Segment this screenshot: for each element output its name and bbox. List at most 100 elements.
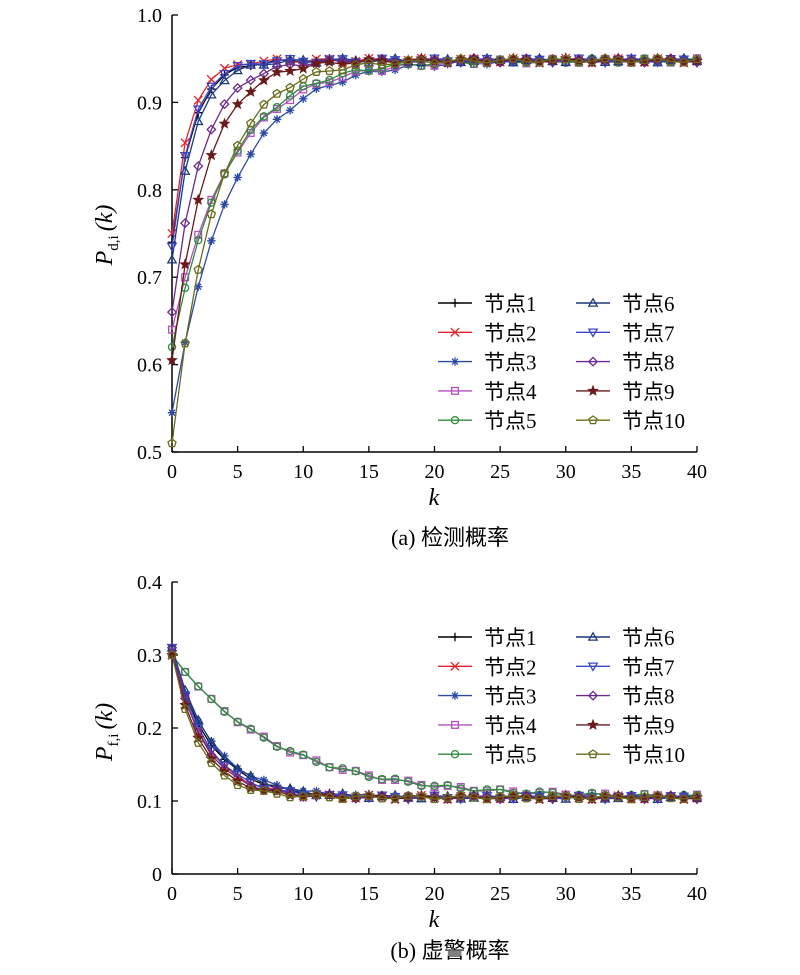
data-point — [285, 106, 295, 115]
legend-marker — [588, 749, 598, 759]
series-9 — [166, 52, 703, 366]
data-point — [219, 98, 230, 110]
data-point — [310, 57, 323, 69]
data-point — [547, 790, 558, 801]
y-tick-label: 0.2 — [137, 718, 162, 740]
legend-item-8: 节点8 — [576, 351, 675, 375]
legend-marker — [587, 297, 599, 307]
data-point — [233, 173, 242, 182]
data-point — [337, 791, 348, 803]
data-point — [665, 56, 676, 66]
data-point — [166, 242, 178, 253]
data-point — [508, 790, 519, 800]
legend-item-7: 节点7 — [576, 321, 675, 345]
data-point — [194, 235, 203, 245]
data-point — [194, 717, 203, 726]
legend-label: 节点6 — [622, 626, 675, 650]
x-tick-label: 35 — [621, 461, 641, 483]
legend-label: 节点3 — [484, 685, 537, 709]
data-point — [258, 60, 270, 70]
data-point — [652, 790, 663, 800]
data-point — [219, 69, 230, 80]
legend-label: 节点5 — [484, 743, 537, 767]
data-point — [245, 118, 256, 128]
data-point — [429, 794, 440, 804]
data-point — [665, 53, 676, 64]
x-tick-label: 25 — [490, 883, 510, 905]
data-point — [574, 57, 584, 67]
data-point — [259, 733, 269, 742]
data-point — [312, 84, 321, 94]
legend-label: 节点1 — [484, 626, 537, 650]
x-tick-label: 40 — [687, 461, 707, 483]
data-point — [534, 57, 545, 67]
data-point — [455, 790, 466, 800]
data-point — [600, 53, 610, 63]
data-point — [299, 750, 308, 759]
y-tick-label: 0.9 — [137, 92, 162, 114]
data-point — [390, 774, 400, 783]
data-point — [416, 55, 427, 65]
data-point — [560, 54, 571, 64]
x-tick-label: 15 — [359, 883, 379, 905]
data-point — [272, 788, 282, 798]
data-point — [246, 724, 255, 734]
data-point — [167, 342, 177, 352]
data-point — [324, 789, 335, 800]
data-point — [587, 56, 597, 66]
legend-item-6: 节点6 — [576, 626, 675, 650]
legend-item-2: 节点2 — [438, 321, 537, 345]
legend-label: 节点2 — [484, 655, 537, 679]
y-tick-label: 0.8 — [137, 180, 162, 202]
data-point — [534, 793, 545, 803]
data-point — [193, 264, 204, 274]
series-line — [171, 57, 698, 348]
legend-item-3: 节点3 — [438, 685, 537, 709]
x-tick-label: 0 — [167, 883, 177, 905]
data-point — [351, 766, 360, 776]
data-point — [482, 794, 492, 804]
data-point — [587, 792, 597, 802]
data-point — [350, 59, 361, 69]
data-point — [245, 75, 256, 86]
data-point — [220, 707, 229, 716]
series-8 — [166, 53, 703, 318]
data-point — [219, 770, 230, 780]
data-point — [166, 643, 178, 654]
legend-item-1: 节点1 — [438, 292, 537, 316]
legend-label: 节点8 — [622, 351, 675, 375]
legend-label: 节点7 — [622, 655, 675, 679]
data-point — [574, 793, 584, 804]
legend-marker — [450, 415, 460, 425]
data-point — [390, 56, 401, 68]
legend-item-9: 节点9 — [576, 714, 675, 738]
legend-label: 节点4 — [484, 380, 537, 404]
data-point — [245, 59, 257, 70]
legend-label: 节点5 — [484, 409, 537, 433]
x-tick-label: 10 — [293, 461, 313, 483]
series-line — [171, 57, 698, 313]
data-point — [364, 57, 374, 67]
data-point — [547, 53, 558, 63]
data-point — [257, 74, 270, 86]
data-point — [167, 438, 177, 448]
legend-marker — [587, 718, 599, 730]
y-tick-label: 0.6 — [137, 355, 162, 377]
data-point — [652, 53, 663, 63]
data-point — [167, 408, 177, 417]
data-point — [311, 66, 322, 76]
data-point — [232, 780, 243, 790]
data-point — [665, 790, 676, 801]
data-point — [364, 66, 374, 76]
data-point — [692, 791, 702, 801]
legend-marker — [450, 298, 460, 308]
data-point — [245, 778, 257, 788]
data-point — [299, 94, 308, 103]
data-point — [244, 85, 257, 97]
data-point — [560, 791, 571, 801]
data-point — [495, 54, 505, 64]
data-point — [297, 62, 310, 74]
legend: 节点1 节点2 节点3 节点4 节点5 节点6 节点7 节点8 节点9 节点10 — [438, 292, 685, 433]
data-point — [364, 772, 374, 782]
